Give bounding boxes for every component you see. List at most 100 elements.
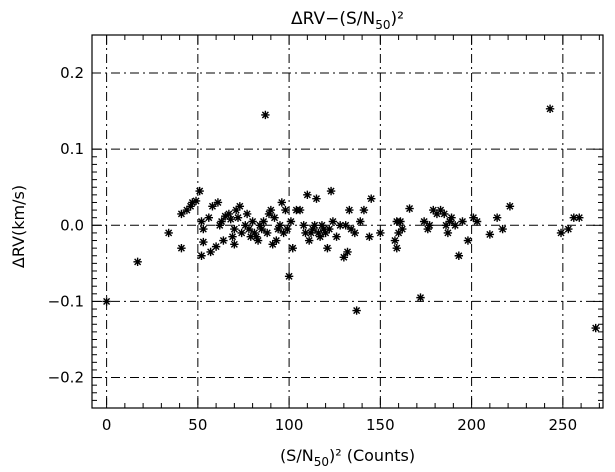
data-point bbox=[221, 211, 230, 221]
data-point bbox=[253, 236, 263, 245]
data-point bbox=[367, 194, 376, 203]
data-point bbox=[215, 221, 224, 230]
data-point bbox=[211, 242, 221, 251]
data-point bbox=[237, 228, 246, 238]
data-point bbox=[246, 232, 255, 241]
data-point bbox=[396, 217, 405, 226]
data-point bbox=[199, 224, 208, 234]
data-point bbox=[301, 228, 310, 238]
data-point bbox=[315, 232, 325, 241]
data-point bbox=[591, 323, 600, 333]
data-point bbox=[441, 221, 451, 230]
data-point bbox=[390, 236, 400, 245]
data-point bbox=[569, 213, 578, 222]
plot-frame bbox=[91, 34, 604, 409]
data-point bbox=[188, 198, 197, 207]
y-tick-label: 0.0 bbox=[60, 216, 84, 234]
data-point bbox=[213, 198, 223, 207]
data-point bbox=[231, 205, 241, 215]
data-point bbox=[463, 236, 473, 245]
data-point bbox=[263, 228, 272, 238]
chart-title-superscript: )² bbox=[391, 9, 404, 29]
data-point bbox=[323, 243, 332, 253]
data-point bbox=[177, 243, 186, 253]
x-axis-title-rest: )² (Counts) bbox=[329, 446, 415, 465]
x-tick-label: 150 bbox=[366, 416, 395, 434]
data-point bbox=[425, 221, 434, 230]
data-point bbox=[398, 224, 407, 234]
data-point bbox=[233, 213, 243, 222]
data-point bbox=[261, 110, 270, 120]
data-point bbox=[469, 213, 478, 222]
data-point bbox=[264, 209, 274, 219]
data-point bbox=[283, 224, 292, 234]
y-tick-label: −0.2 bbox=[48, 369, 84, 387]
data-point bbox=[416, 293, 425, 302]
data-point bbox=[454, 251, 464, 260]
y-tick-label: −0.1 bbox=[48, 292, 84, 310]
x-tick-label: 250 bbox=[549, 416, 578, 434]
data-point bbox=[359, 205, 369, 215]
data-point bbox=[197, 251, 206, 260]
data-point bbox=[295, 205, 305, 215]
data-point bbox=[241, 221, 250, 230]
data-point bbox=[299, 221, 308, 230]
x-axis-title-subscript: 50 bbox=[314, 455, 329, 469]
data-point bbox=[321, 228, 330, 238]
data-point bbox=[197, 217, 206, 226]
data-point bbox=[345, 205, 354, 215]
data-point bbox=[436, 205, 445, 215]
data-point bbox=[308, 224, 318, 234]
data-point bbox=[341, 221, 350, 230]
data-point bbox=[336, 221, 345, 230]
x-tick-label: 50 bbox=[188, 416, 207, 434]
data-point bbox=[423, 224, 432, 234]
data-point bbox=[191, 196, 201, 206]
data-point bbox=[235, 202, 245, 211]
data-point bbox=[485, 230, 495, 239]
chart-title: ΔRV−(S/N50)² bbox=[291, 9, 404, 32]
data-point bbox=[332, 232, 341, 241]
data-point bbox=[405, 204, 414, 213]
data-point bbox=[219, 236, 228, 245]
data-point bbox=[447, 213, 456, 222]
x-tick-label: 200 bbox=[457, 416, 486, 434]
data-point bbox=[266, 205, 276, 215]
x-tick-label: 0 bbox=[102, 416, 112, 434]
data-point bbox=[343, 247, 352, 257]
data-point bbox=[277, 198, 286, 207]
data-point bbox=[545, 104, 555, 114]
data-point bbox=[244, 224, 254, 234]
data-point bbox=[376, 228, 385, 238]
data-points bbox=[102, 104, 600, 333]
data-point bbox=[226, 215, 235, 224]
data-point bbox=[164, 228, 173, 238]
data-point bbox=[257, 224, 266, 234]
data-point bbox=[195, 186, 204, 196]
data-point bbox=[286, 217, 296, 226]
data-point bbox=[259, 217, 268, 226]
data-point bbox=[492, 213, 502, 222]
data-point bbox=[288, 243, 297, 253]
data-point bbox=[458, 217, 467, 226]
data-point bbox=[204, 213, 213, 222]
data-point bbox=[242, 209, 252, 219]
data-point bbox=[206, 247, 215, 257]
data-point bbox=[419, 217, 429, 226]
data-point bbox=[394, 228, 403, 238]
data-point bbox=[319, 224, 328, 234]
data-point bbox=[250, 228, 259, 238]
data-point bbox=[182, 205, 192, 215]
axis-ticks bbox=[92, 35, 603, 409]
data-point bbox=[248, 217, 257, 226]
y-tick-label: 0.2 bbox=[60, 64, 84, 82]
data-point bbox=[505, 202, 515, 211]
data-point bbox=[230, 224, 239, 234]
data-point bbox=[177, 209, 186, 219]
data-point bbox=[445, 217, 454, 226]
data-point bbox=[339, 253, 349, 262]
y-axis-title: ΔRV(km/s) bbox=[9, 185, 28, 268]
x-axis-title-main: (S/N bbox=[280, 446, 314, 465]
data-point bbox=[450, 221, 460, 230]
data-point bbox=[352, 306, 361, 315]
